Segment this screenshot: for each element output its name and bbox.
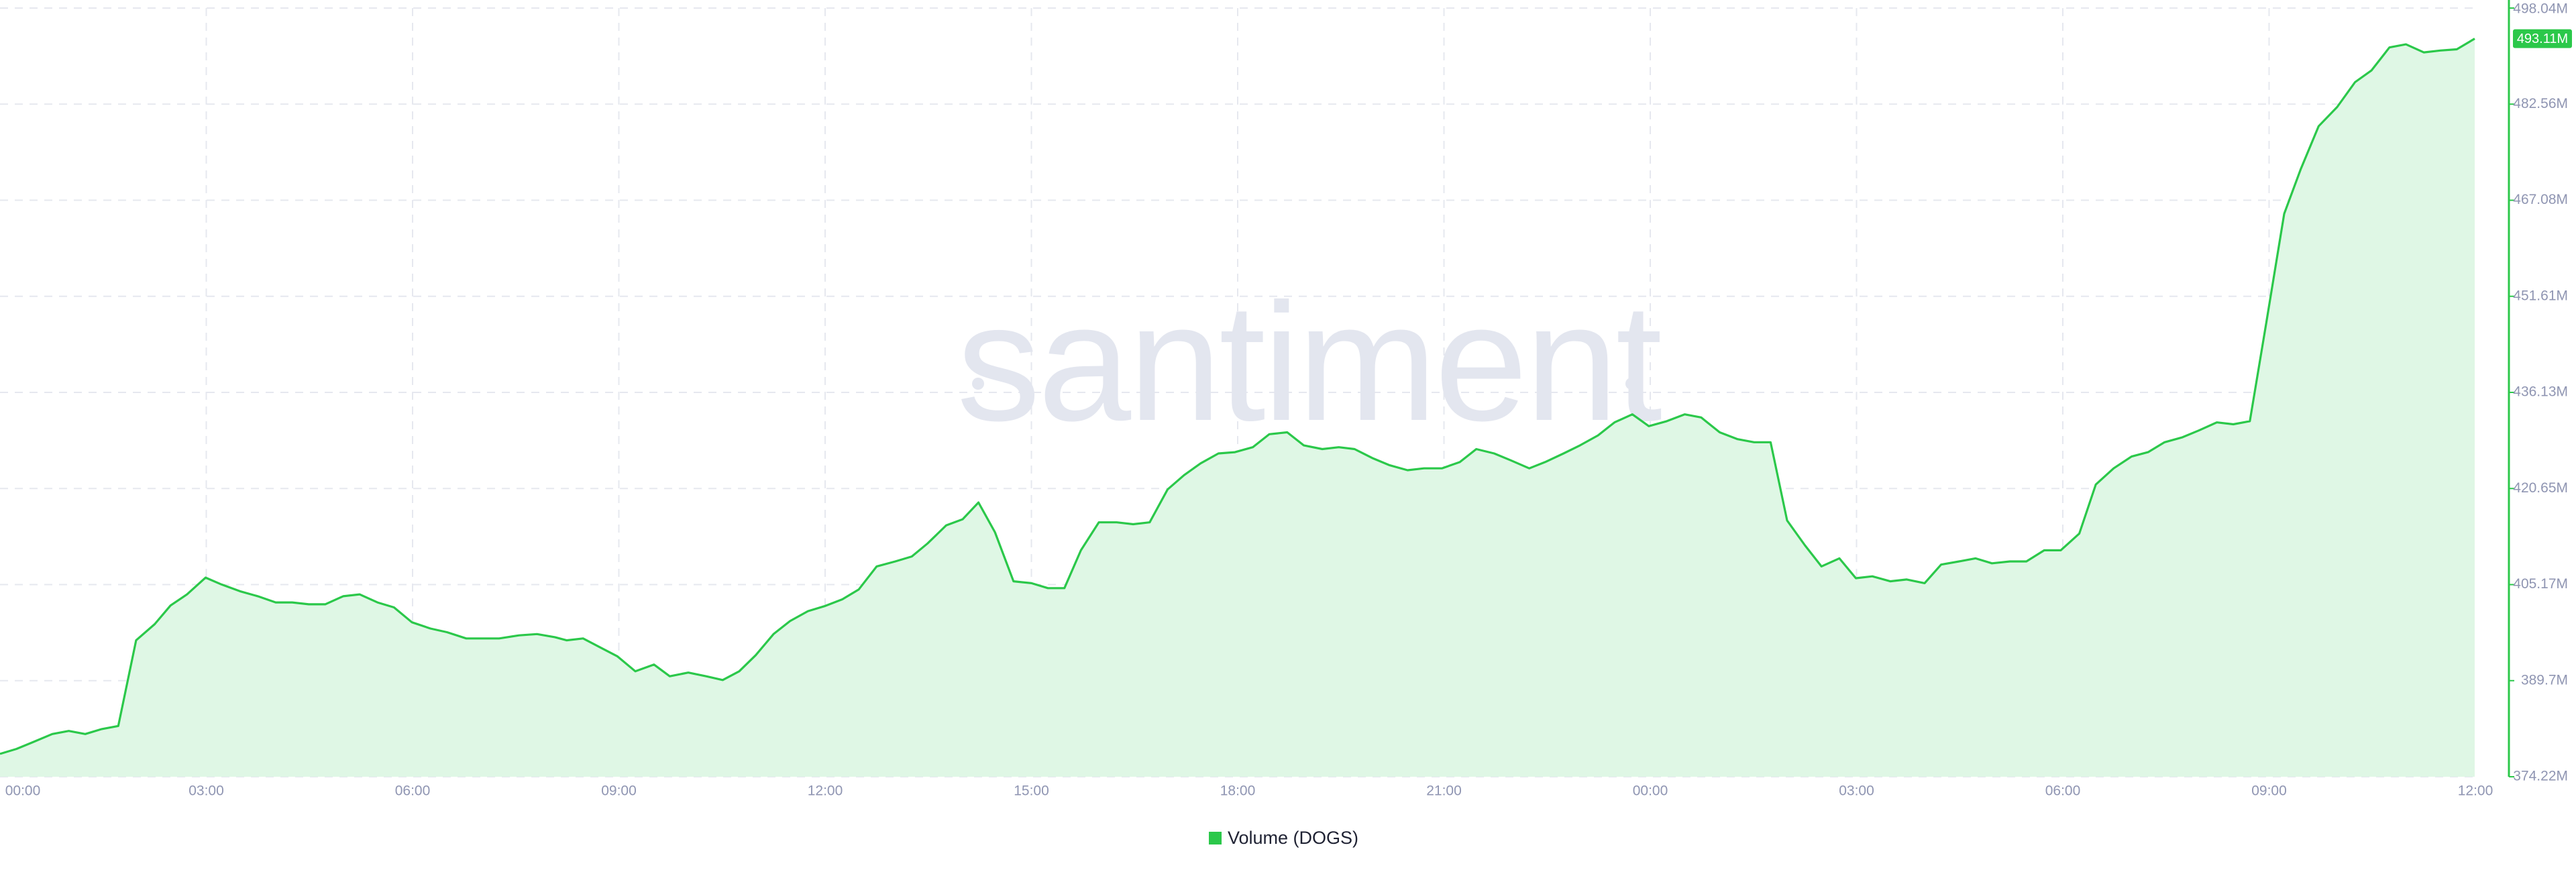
- y-tick-label: 467.08M: [2513, 192, 2568, 207]
- y-tick-label: 498.04M: [2513, 1, 2568, 17]
- x-tick-label: 15:00: [1014, 783, 1049, 799]
- legend-swatch: [1209, 832, 1222, 844]
- y-tick-label: 482.56M: [2513, 96, 2568, 111]
- x-tick-label: 12:00: [2458, 783, 2493, 799]
- area: [0, 38, 2475, 777]
- y-tick-label: 405.17M: [2513, 576, 2568, 592]
- y-tick-label: 389.7M: [2521, 672, 2568, 688]
- x-tick-label: 06:00: [395, 783, 431, 799]
- x-tick-label: 21:00: [1426, 783, 1462, 799]
- x-tick-label: 12:00: [808, 783, 843, 799]
- current-value-label: 493.11M: [2517, 32, 2568, 46]
- x-tick-label: 03:00: [1839, 783, 1874, 799]
- x-tick-label: 03:00: [189, 783, 224, 799]
- x-tick-label: 09:00: [601, 783, 637, 799]
- x-tick-label: 00:00: [5, 783, 41, 799]
- y-tick-label: 420.65M: [2513, 480, 2568, 496]
- watermark-dot: [1625, 378, 1638, 390]
- x-tick-label: 06:00: [2045, 783, 2081, 799]
- line: [0, 38, 2475, 755]
- legend: Volume (DOGS): [1209, 828, 1358, 848]
- y-tick-label: 451.61M: [2513, 288, 2568, 303]
- current-value-tag: [2513, 29, 2572, 48]
- x-tick-label: 18:00: [1220, 783, 1256, 799]
- y-tick-label: 436.13M: [2513, 384, 2568, 400]
- legend-label: Volume (DOGS): [1228, 828, 1358, 848]
- x-tick-label: 00:00: [1633, 783, 1668, 799]
- watermark-dot: [972, 378, 984, 390]
- watermark: santiment: [957, 268, 1661, 455]
- y-tick-label: 374.22M: [2513, 769, 2568, 784]
- x-tick-label: 09:00: [2251, 783, 2287, 799]
